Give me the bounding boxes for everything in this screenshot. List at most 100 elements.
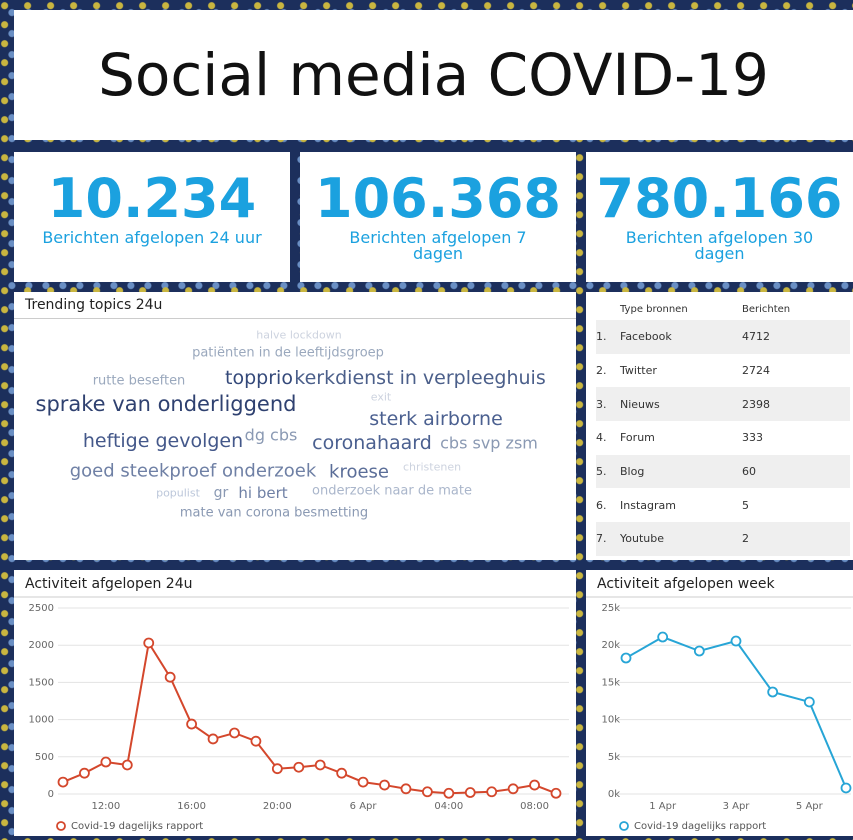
line [626, 637, 846, 788]
point [509, 784, 518, 793]
point [337, 769, 346, 778]
divider [14, 318, 576, 319]
table-cell: Blog [620, 455, 742, 489]
point [658, 633, 667, 642]
cloud-word: sterk airborne [369, 408, 503, 430]
y-tick-label: 20k [601, 640, 620, 651]
panel-title: Trending topics 24u [25, 297, 162, 313]
cloud-word: mate van corona besmetting [180, 506, 368, 521]
y-tick-label: 1000 [29, 715, 54, 726]
x-tick-label: 6 Apr [350, 801, 378, 812]
point [805, 697, 814, 706]
cloud-word: onderzoek naar de mate [312, 484, 472, 499]
header-cell: Type bronnen [620, 298, 742, 320]
y-tick-label: 500 [35, 752, 54, 763]
header: Social media COVID-19 [14, 10, 853, 140]
point [444, 789, 453, 798]
point [380, 781, 389, 790]
x-tick-label: 12:00 [91, 801, 120, 812]
chart: Activiteit afgelopen 24u0500100015002000… [14, 570, 576, 836]
x-tick-label: 04:00 [434, 801, 463, 812]
point [251, 737, 260, 746]
point [80, 769, 89, 778]
point [466, 788, 475, 797]
table-cell: 2724 [742, 354, 850, 388]
table-header: Type bronnen Berichten [596, 298, 850, 320]
point [732, 637, 741, 646]
y-tick-label: 0 [48, 789, 54, 800]
y-tick-label: 0k [608, 789, 620, 800]
legend-marker [57, 822, 65, 830]
x-tick-label: 08:00 [520, 801, 549, 812]
y-tick-label: 2000 [29, 640, 54, 651]
point [144, 638, 153, 647]
point [359, 778, 368, 787]
legend-marker [620, 822, 628, 830]
table-cell: Twitter [620, 354, 742, 388]
kpi-value: 780.166 [586, 170, 853, 228]
x-tick-label: 20:00 [263, 801, 292, 812]
table-cell: 333 [742, 421, 850, 455]
chart-title: Activiteit afgelopen week [597, 576, 775, 592]
cloud-word: kerkdienst in verpleeghuis [294, 367, 545, 389]
point [166, 673, 175, 682]
point [695, 647, 704, 656]
table-cell: Nieuws [620, 387, 742, 421]
cloud-word: heftige gevolgen [83, 430, 243, 452]
point [273, 764, 282, 773]
point [552, 789, 561, 798]
x-tick-label: 1 Apr [649, 801, 677, 812]
table-cell: Youtube [620, 522, 742, 556]
cloud-word: halve lockdown [256, 329, 341, 342]
table-cell: 5 [742, 488, 850, 522]
kpi-value: 106.368 [300, 170, 576, 228]
cloud-word: sprake van onderliggend [36, 392, 297, 416]
point [59, 778, 68, 787]
table-cell: 4712 [742, 320, 850, 354]
kpi-card: 10.234 Berichten afgelopen 24 uur [14, 152, 290, 282]
point [230, 728, 239, 737]
cloud-word: topprio [225, 367, 293, 389]
legend-label: Covid-19 dagelijks rapport [634, 821, 766, 832]
table-cell: Facebook [620, 320, 742, 354]
point [401, 784, 410, 793]
point [101, 758, 110, 767]
header-cell: Berichten [742, 298, 850, 320]
table-cell: 6. [596, 488, 620, 522]
point [187, 720, 196, 729]
kpi-value: 10.234 [14, 170, 290, 228]
y-tick-label: 2500 [29, 603, 54, 614]
cloud-word: populist [156, 487, 200, 500]
kpi-card: 106.368 Berichten afgelopen 7 dagen [300, 152, 576, 282]
cloud-word: hi bert [238, 484, 287, 502]
cloud-word: coronahaard [312, 432, 432, 454]
kpi-label: Berichten afgelopen 30 dagen [610, 230, 830, 262]
cloud-word: christenen [403, 461, 461, 474]
table-cell: 3. [596, 387, 620, 421]
table-cell: Forum [620, 421, 742, 455]
table-cell: 60 [742, 455, 850, 489]
point [294, 763, 303, 772]
cloud-word: goed steekproef onderzoek [70, 461, 317, 482]
chart: Activiteit afgelopen week0k5k10k15k20k25… [586, 570, 853, 836]
table-cell: 1. [596, 320, 620, 354]
table-cell: 2398 [742, 387, 850, 421]
cloud-word: cbs svp zsm [440, 434, 538, 453]
cloud-word: gr [214, 485, 229, 501]
legend-label: Covid-19 dagelijks rapport [71, 821, 203, 832]
kpi-card: 780.166 Berichten afgelopen 30 dagen [586, 152, 853, 282]
x-tick-label: 5 Apr [796, 801, 824, 812]
y-tick-label: 25k [601, 603, 620, 614]
dashboard: Social media COVID-19 10.234 Berichten a… [0, 0, 853, 836]
table-cell: 5. [596, 455, 620, 489]
